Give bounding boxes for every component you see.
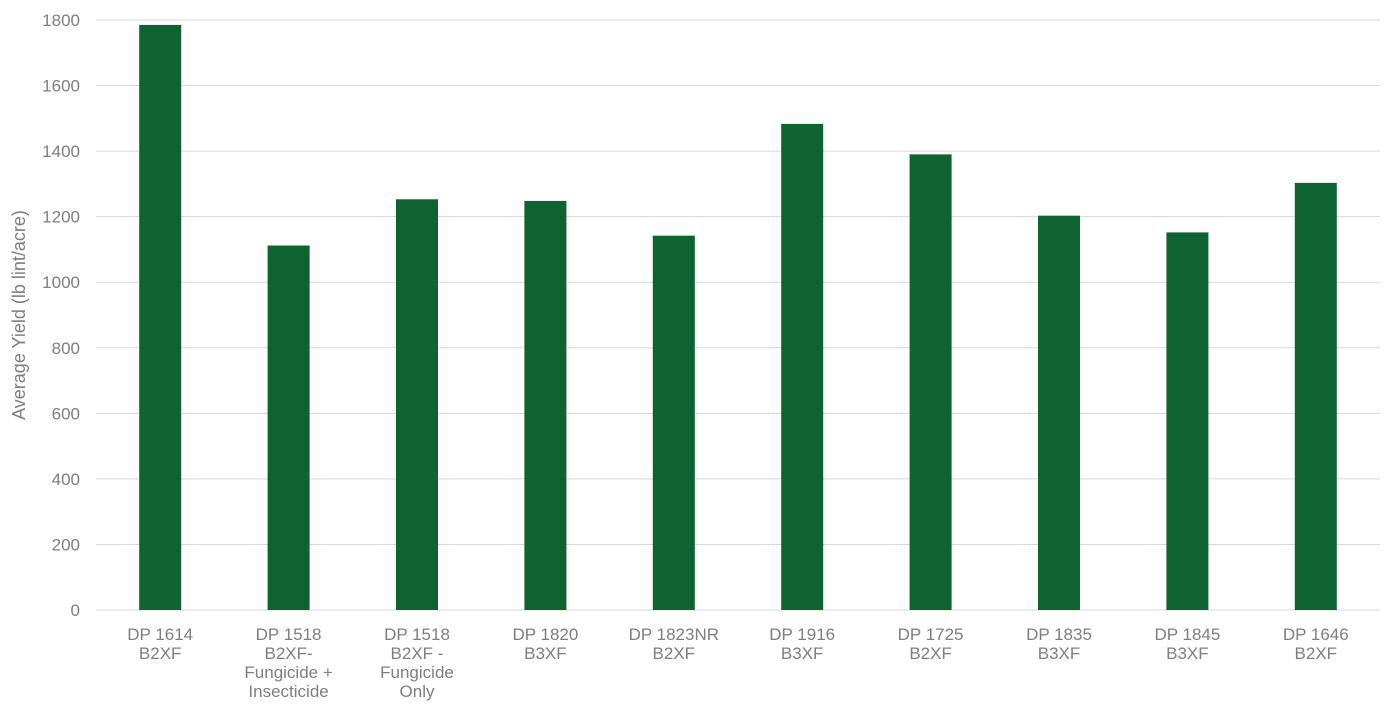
- bar: [1294, 182, 1337, 610]
- bars: [139, 24, 1337, 611]
- bar: [396, 199, 438, 611]
- x-category-label-line: DP 1646: [1283, 625, 1349, 644]
- x-category-label-line: DP 1820: [512, 625, 578, 644]
- x-category-label-line: B3XF: [781, 644, 824, 663]
- x-category-label-line: DP 1518: [384, 625, 450, 644]
- x-category-label-line: Insecticide: [248, 682, 328, 701]
- x-category-label: DP 1835 B3XF: [1026, 625, 1092, 663]
- x-category-label-line: B2XF: [1295, 644, 1338, 663]
- bar: [1038, 215, 1080, 610]
- bar: [1166, 232, 1209, 610]
- x-category-label-line: B2XF -: [391, 644, 444, 663]
- x-category-label: DP 1518 B2XF-Fungicide + Insecticide: [244, 625, 332, 701]
- bar: [139, 24, 182, 610]
- x-category-label-line: B3XF: [524, 644, 567, 663]
- x-category-label-line: DP 1845: [1154, 625, 1220, 644]
- x-category-label-line: Fungicide +: [244, 663, 332, 682]
- y-tick-label: 400: [52, 470, 80, 489]
- x-category-label-line: Only: [400, 682, 435, 701]
- x-category-label-line: B2XF-: [265, 644, 313, 663]
- y-axis-title: Average Yield (lb lint/acre): [9, 210, 29, 420]
- y-axis-ticks: 0 200 400 600 800 1000 1200 1400 1600 1800: [42, 11, 80, 620]
- y-tick-label: 1800: [42, 11, 80, 30]
- x-category-label: DP 1916 B3XF: [769, 625, 835, 663]
- x-category-label-line: DP 1614: [127, 625, 193, 644]
- bar: [652, 235, 695, 610]
- x-category-label: DP 1518 B2XF -Fungicide Only: [380, 625, 454, 701]
- x-category-label-line: DP 1823NR: [629, 625, 719, 644]
- bar: [781, 123, 824, 611]
- y-tick-label: 0: [71, 601, 80, 620]
- y-tick-label: 1400: [42, 142, 80, 161]
- x-category-label: DP 1820 B3XF: [512, 625, 578, 663]
- x-category-label-line: B2XF: [909, 644, 952, 663]
- x-category-label-line: B2XF: [653, 644, 696, 663]
- x-category-label-line: DP 1725: [898, 625, 964, 644]
- x-category-label-line: B3XF: [1166, 644, 1209, 663]
- y-tick-label: 1600: [42, 77, 80, 96]
- x-category-label: DP 1845 B3XF: [1154, 625, 1220, 663]
- x-category-label: DP 1646 B2XF: [1283, 625, 1349, 663]
- bar: [267, 245, 310, 610]
- y-tick-label: 200: [52, 535, 80, 554]
- y-tick-label: 1200: [42, 208, 80, 227]
- x-category-label-line: DP 1916: [769, 625, 835, 644]
- y-tick-label: 1000: [42, 273, 80, 292]
- x-category-label-line: DP 1835: [1026, 625, 1092, 644]
- x-category-label: DP 1725 B2XF: [898, 625, 964, 663]
- bar: [909, 154, 952, 610]
- x-category-label-line: Fungicide: [380, 663, 454, 682]
- gridlines: [96, 19, 1380, 611]
- x-category-label-line: B2XF: [139, 644, 182, 663]
- x-category-label-line: DP 1518: [256, 625, 322, 644]
- x-category-label: DP 1614 B2XF: [127, 625, 193, 663]
- y-tick-label: 800: [52, 339, 80, 358]
- bar: [524, 200, 567, 610]
- x-category-label-line: B3XF: [1038, 644, 1081, 663]
- y-tick-label: 600: [52, 404, 80, 423]
- x-category-label: DP 1823NR B2XF: [629, 625, 719, 663]
